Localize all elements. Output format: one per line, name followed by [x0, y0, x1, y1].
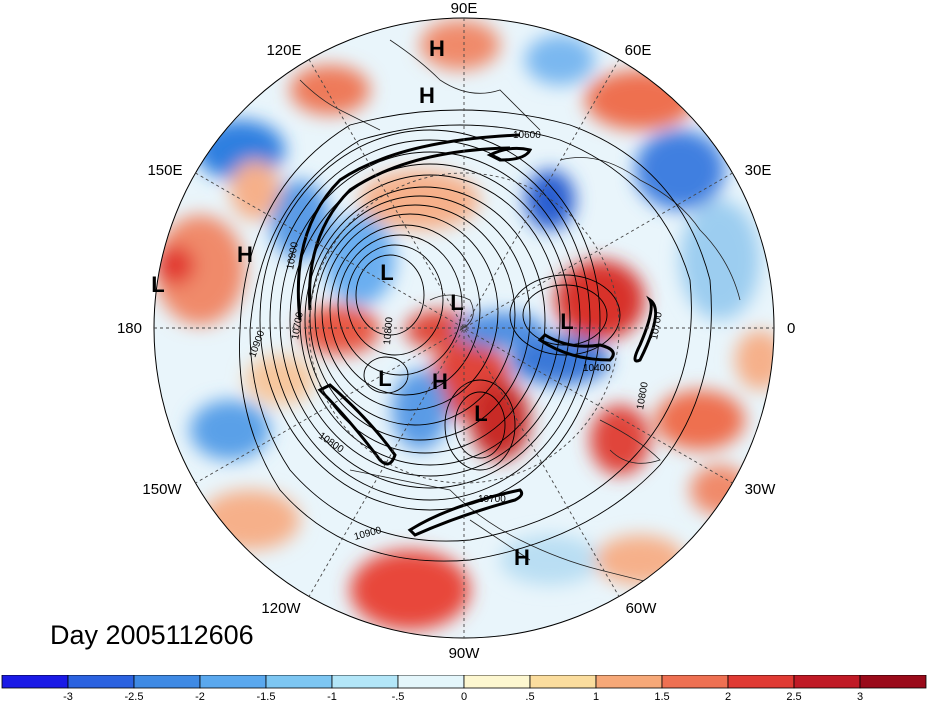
colorbar-tick-label: 2 [725, 691, 731, 702]
colorbar-tick-label: .5 [525, 691, 534, 702]
colorbar-cell [265, 675, 333, 689]
low-center: L [380, 260, 393, 285]
contour-labels: 10600 10900 10900 10700 10800 10400 1080… [247, 130, 664, 543]
graticule [153, 17, 775, 639]
colorbar-cell [331, 675, 399, 689]
contour-label: 10800 [635, 381, 651, 411]
colorbar-tick-label: -1.5 [257, 691, 276, 702]
colorbar-cell [727, 675, 795, 689]
height-contours [239, 109, 712, 562]
contour-label: 10700 [649, 311, 665, 341]
colorbar-ticks: -3 -2.5 -2 -1.5 -1 -.5 0 .5 1 1.5 2 2.5 3 [63, 691, 863, 702]
high-center: H [429, 36, 445, 61]
low-center: L [450, 290, 463, 315]
lon-label-60w: 60W [626, 600, 658, 617]
colorbar-cell [793, 675, 861, 689]
lon-label-120e: 120E [266, 42, 301, 59]
low-center: L [474, 401, 487, 426]
lon-label-0: 0 [787, 320, 795, 337]
colorbar-cell [67, 675, 135, 689]
low-center: L [560, 309, 573, 334]
colorbar-cell [661, 675, 729, 689]
contour-label: 10800 [382, 316, 395, 345]
lon-label-60e: 60E [625, 42, 652, 59]
longitude-labels: 90E 60E 30E 0 30W 60W 90W 120W 150W 180 … [117, 0, 795, 662]
low-center: L [378, 366, 391, 391]
colorbar-cell [859, 675, 927, 689]
colorbar-cell [463, 675, 531, 689]
contour-label: 10700 [478, 494, 506, 505]
high-center: H [432, 369, 448, 394]
high-center: H [237, 242, 253, 267]
colorbar-tick-label: -3 [63, 691, 73, 702]
colorbar-cell [595, 675, 663, 689]
lon-label-90w: 90W [449, 645, 481, 662]
colorbar-tick-label: -1 [327, 691, 337, 702]
low-center: L [151, 272, 164, 297]
contour-label: 10600 [513, 130, 541, 141]
lon-label-120w: 120W [261, 600, 301, 617]
pressure-centers: H H H H H H L L L L L L [151, 36, 573, 570]
colorbar-cell [199, 675, 267, 689]
colorbar: -3 -2.5 -2 -1.5 -1 -.5 0 .5 1 1.5 2 2.5 3 [1, 675, 927, 702]
colorbar-tick-label: 3 [857, 691, 863, 702]
colorbar-cell [529, 675, 597, 689]
colorbar-cell [1, 675, 69, 689]
jet-contours [296, 133, 658, 537]
high-center: H [514, 545, 530, 570]
colorbar-tick-label: -2 [195, 691, 205, 702]
contour-label: 10900 [285, 241, 301, 271]
lon-label-150w: 150W [142, 481, 182, 498]
lon-label-150e: 150E [147, 162, 182, 179]
colorbar-cell [397, 675, 465, 689]
lon-label-30e: 30E [745, 162, 772, 179]
coastlines [299, 39, 741, 591]
colorbar-tick-label: 1 [593, 691, 599, 702]
high-center: H [419, 83, 435, 108]
lon-label-90e: 90E [451, 0, 478, 17]
colorbar-tick-label: 1.5 [654, 691, 669, 702]
polar-map: 90E 60E 30E 0 30W 60W 90W 120W 150W 180 … [117, 0, 795, 662]
colorbar-cells [1, 675, 927, 689]
colorbar-tick-label: -2.5 [125, 691, 144, 702]
colorbar-tick-label: -.5 [392, 691, 405, 702]
contour-label: 10400 [583, 363, 611, 374]
contour-label: 10700 [290, 311, 306, 341]
date-caption: Day 2005112606 [50, 620, 254, 650]
colorbar-cell [133, 675, 201, 689]
lon-label-30w: 30W [745, 481, 777, 498]
colorbar-tick-label: 2.5 [786, 691, 801, 702]
lon-label-180: 180 [117, 320, 142, 337]
colorbar-tick-label: 0 [461, 691, 467, 702]
